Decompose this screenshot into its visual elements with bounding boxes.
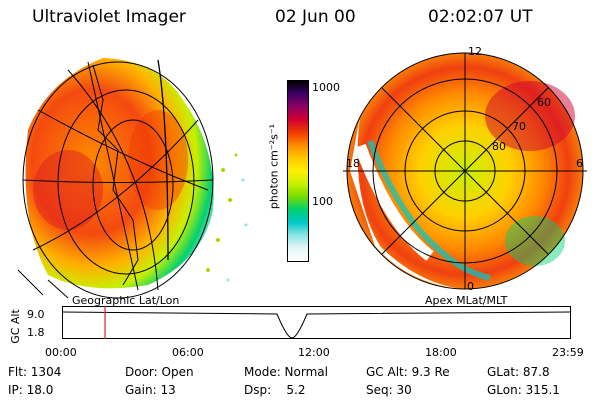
flight-info: Flt: 1304 (8, 365, 62, 379)
ip-info: IP: 18.0 (8, 383, 54, 397)
dsp-info: Dsp: 5.2 (244, 383, 306, 397)
polar-image (343, 52, 587, 290)
time-tick-0600: 06:00 (172, 346, 204, 359)
time-tick-0000: 00:00 (45, 346, 77, 359)
colorbar-tick-1000: 1000 (312, 81, 340, 94)
mode-info: Mode: Normal (244, 365, 328, 379)
geographic-panel-label: Geographic Lat/Lon (72, 294, 180, 307)
apex-panel-label: Apex MLat/MLT (425, 294, 508, 307)
time-tick-2359: 23:59 (552, 346, 584, 359)
altitude-axis-label: GC Alt (8, 309, 22, 344)
mlt-label-12: 12 (468, 45, 482, 58)
mlat-label-60: 60 (537, 96, 551, 109)
mlt-label-0: 0 (467, 280, 474, 293)
date-label: 02 Jun 00 (275, 7, 356, 27)
mlt-label-18: 18 (346, 157, 360, 170)
glat-info: GLat: 87.8 (487, 365, 550, 379)
gain-info: Gain: 13 (125, 383, 176, 397)
gc-alt-info: GC Alt: 9.3 Re (366, 365, 450, 379)
mlat-label-70: 70 (512, 120, 526, 133)
time-label: 02:02:07 UT (428, 7, 533, 27)
colorbar (287, 80, 309, 262)
geographic-image (17, 58, 248, 299)
app-title: Ultraviolet Imager (32, 7, 186, 27)
time-tick-1800: 18:00 (425, 346, 457, 359)
glon-info: GLon: 315.1 (487, 383, 560, 397)
altitude-tick-bottom: 1.8 (27, 326, 45, 339)
altitude-timeline (62, 306, 571, 339)
seq-info: Seq: 30 (366, 383, 412, 397)
altitude-tick-top: 9.0 (27, 308, 45, 321)
colorbar-tick-100: 100 (312, 195, 333, 208)
time-tick-1200: 12:00 (298, 346, 330, 359)
colorbar-unit-label: photon cm⁻²s⁻¹ (267, 123, 281, 210)
mlt-label-6: 6 (576, 157, 583, 170)
mlat-label-80: 80 (492, 140, 506, 153)
door-info: Door: Open (125, 365, 194, 379)
